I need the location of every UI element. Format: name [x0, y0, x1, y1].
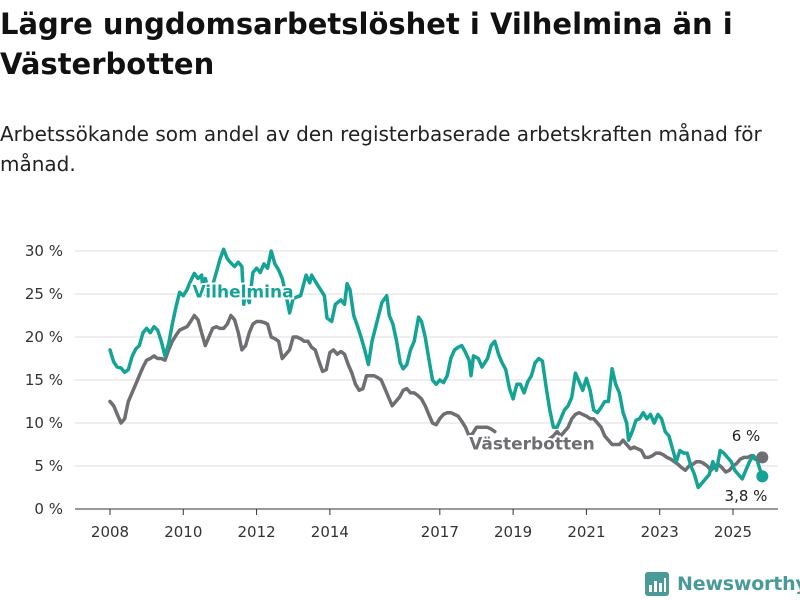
x-tick-label: 2008: [91, 523, 129, 541]
x-tick-label: 2012: [237, 523, 275, 541]
y-tick-label: 15 %: [25, 371, 63, 389]
y-tick-label: 20 %: [25, 328, 63, 346]
series-label: Vilhelmina: [192, 282, 293, 302]
end-marker-vilhelmina: [756, 470, 769, 483]
x-tick-label: 2010: [164, 523, 202, 541]
chart-subtitle: Arbetssökande som andel av den registerb…: [0, 122, 762, 176]
x-tick-label: 2021: [567, 523, 605, 541]
chart-title: Lägre ungdomsarbetslöshet i Vilhelmina ä…: [0, 7, 733, 81]
x-tick-label: 2017: [421, 523, 459, 541]
y-tick-label: 5 %: [34, 457, 63, 475]
series-line-vasterbotten: [108, 313, 765, 474]
annotation-vasterbotten: 6 %: [732, 427, 761, 445]
series-line-vilhelmina: [108, 247, 765, 490]
x-tick-label: 2025: [714, 523, 752, 541]
newsworthy-logo[interactable]: Newsworthy: [645, 569, 800, 599]
y-tick-label: 10 %: [25, 414, 63, 432]
y-tick-label: 0 %: [34, 500, 63, 518]
x-tick-label: 2019: [494, 523, 532, 541]
brand-name: Newsworthy: [677, 573, 800, 595]
y-tick-label: 30 %: [25, 242, 63, 260]
end-marker-vasterbotten: [756, 451, 769, 464]
bar-chart-logo-icon: [645, 572, 669, 596]
x-tick-label: 2023: [641, 523, 679, 541]
annotation-vilhelmina: 3,8 %: [725, 487, 768, 505]
x-tick-label: 2014: [311, 523, 349, 541]
y-tick-label: 25 %: [25, 285, 63, 303]
series-label: Västerbotten: [469, 435, 595, 455]
